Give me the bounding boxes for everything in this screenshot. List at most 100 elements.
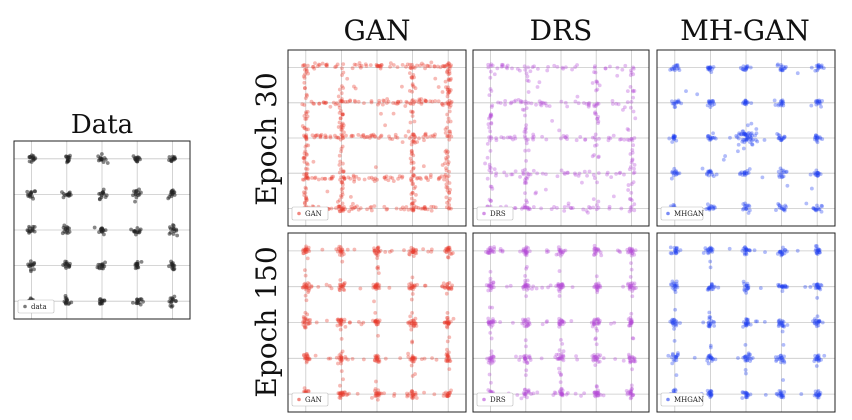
data-point [338,383,342,388]
data-point [596,115,601,119]
data-point [419,357,424,362]
data-point [747,133,752,138]
data-point [708,65,713,70]
data-point [409,245,414,250]
data-point [445,359,450,363]
data-point [337,105,342,110]
data-point [445,70,449,75]
data-point [712,102,717,106]
data-point [708,135,713,140]
data-point [709,136,713,141]
data-point [445,319,450,324]
data-point [340,144,345,149]
data-point [357,63,362,68]
data-point [744,207,749,212]
data-point [359,322,364,327]
data-point [707,169,712,174]
data-point [492,250,497,255]
data-point [307,249,312,254]
data-point [708,259,713,264]
data-point [382,99,386,103]
data-point [813,68,818,73]
data-point [494,171,499,176]
data-point [450,283,455,288]
data-point [587,103,591,108]
data-point [777,203,781,207]
data-point [337,391,342,396]
data-point [303,247,308,252]
data-point [597,136,601,141]
data-point [400,205,405,210]
data-point [815,203,819,208]
data-point [591,205,596,210]
data-point [303,134,308,139]
data-point [707,169,711,174]
data-point [523,338,528,343]
data-point [410,201,415,206]
data-point [488,279,493,284]
data-point [167,264,171,269]
data-point [304,283,309,288]
data-point [575,63,579,67]
data-point [346,357,350,362]
data-point [324,63,329,67]
data-point [323,135,328,140]
data-point [488,199,493,203]
data-point [304,244,308,249]
data-point [560,282,565,286]
data-point [445,354,450,359]
data-point [305,256,310,261]
data-point [629,208,634,212]
data-point [400,84,404,89]
data-point [341,175,346,180]
data-point [447,393,451,398]
data-point [341,252,346,257]
data-point [535,85,540,89]
data-point [573,391,578,396]
data-point [597,359,602,364]
data-point [815,134,819,139]
data-point [524,344,528,349]
data-point [743,99,748,104]
data-point [304,246,308,251]
data-point [445,311,450,315]
data-point [357,177,361,181]
data-point [346,175,351,180]
data-point [304,250,309,254]
data-point [339,175,344,180]
data-point [758,286,763,290]
data-point [490,360,495,365]
data-point [628,152,633,156]
data-point [435,64,440,69]
data-point [447,356,452,361]
data-point [746,317,750,322]
data-point [738,171,743,176]
data-point [709,99,714,104]
data-point [410,374,415,378]
data-point [782,207,787,211]
data-point [447,69,452,74]
data-point [339,391,344,396]
data-point [375,353,380,358]
data-point [739,170,744,175]
data-point [413,250,418,255]
data-point [672,101,677,106]
data-point [491,358,496,363]
data-point [739,132,743,136]
data-point [534,190,538,195]
data-point [376,322,380,327]
data-point [628,390,633,394]
data-point [671,171,676,176]
data-point [486,283,491,288]
data-point [557,348,562,353]
data-point [735,135,739,140]
data-point [412,140,416,145]
data-point [362,101,366,105]
data-point [337,252,342,257]
data-point [376,394,381,398]
data-point [544,172,548,177]
data-point [487,125,492,130]
data-point [443,149,448,154]
data-point [412,321,416,326]
data-point [593,337,598,342]
